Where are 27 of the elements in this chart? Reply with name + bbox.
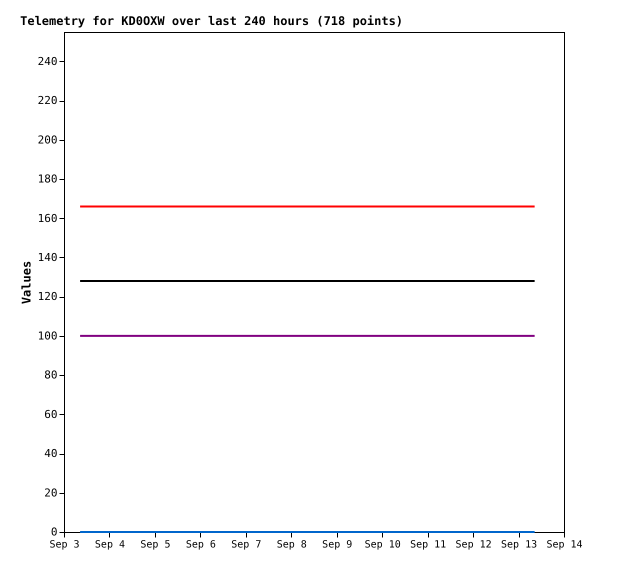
y-tick-label: 80 (44, 368, 58, 382)
x-tick-label: Sep 3 (49, 540, 80, 550)
x-tick-label: Sep 11 (410, 540, 446, 550)
x-tick-label: Sep 14 (546, 540, 583, 550)
x-tick-label: Sep 10 (364, 540, 401, 550)
x-tick-label: Sep 13 (500, 540, 538, 550)
y-tick-label: 120 (38, 290, 58, 304)
y-axis-title: Values (20, 260, 34, 304)
y-tick-label: 220 (38, 94, 58, 108)
y-tick-label: 200 (38, 133, 58, 146)
x-tick-label: Sep 12 (456, 540, 492, 550)
y-tick-label: 20 (44, 486, 58, 500)
y-tick-label: 240 (38, 54, 58, 68)
y-tick-label: 100 (38, 329, 58, 342)
y-tick-label: 140 (38, 250, 58, 264)
y-tick-label: 60 (44, 408, 58, 421)
x-tick-label: Sep 7 (231, 540, 262, 550)
x-tick-label: Sep 4 (94, 540, 126, 550)
y-tick-label: 180 (38, 172, 58, 186)
x-tick-label: Sep 9 (322, 540, 352, 550)
y-tick-label: 0 (50, 526, 58, 538)
y-tick-label: 40 (44, 447, 58, 460)
x-tick-label: Sep 5 (140, 540, 170, 550)
x-tick-label: Sep 6 (186, 540, 216, 550)
chart-title: Telemetry for KD0OXW over last 240 hours (718 points) (20, 14, 404, 28)
y-tick-label: 160 (38, 212, 58, 225)
x-tick-label: Sep 8 (276, 540, 307, 550)
